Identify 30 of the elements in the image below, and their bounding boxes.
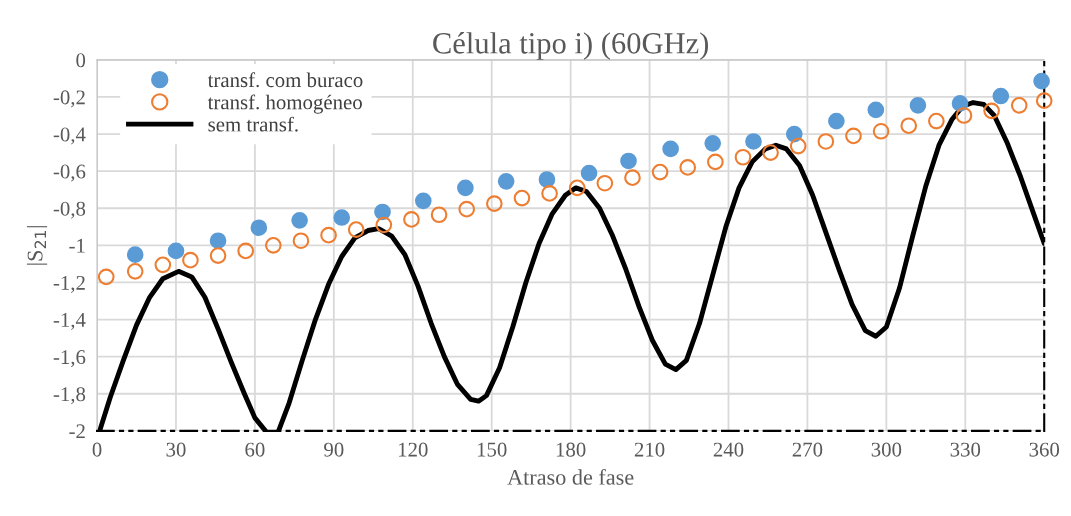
y-tick-label: -1,6	[53, 350, 86, 368]
legend-label: transf. com buraco	[207, 72, 363, 88]
x-tick-label: 150	[477, 442, 507, 457]
y-tick-label: -1	[69, 238, 85, 253]
y-tick-label: -0,4	[53, 127, 86, 145]
x-tick-label: 330	[950, 442, 981, 457]
y-axis-title: |S$_{21}$|	[26, 226, 48, 265]
x-tick-label: 210	[634, 442, 665, 457]
x-tick-label: 360	[1029, 442, 1060, 457]
y-tick-label: 0	[76, 53, 86, 68]
y-tick-label: -1,4	[53, 313, 86, 330]
x-tick-label: 120	[398, 442, 428, 457]
x-tick-label: 240	[713, 442, 744, 457]
y-tick-label: -0,2	[53, 90, 85, 108]
x-tick-label: 0	[92, 442, 102, 457]
chart-title: Célula tipo i) (60GHz)	[433, 32, 709, 60]
x-tick-label: 180	[556, 442, 586, 457]
y-tick-label: -0,6	[53, 164, 86, 182]
x-tick-label: 30	[166, 442, 186, 457]
y-tick-label: -1,2	[53, 275, 85, 293]
y-tick-label: -1,8	[53, 387, 86, 405]
x-tick-label: 60	[245, 442, 265, 457]
legend-label: sem transf.	[208, 116, 298, 132]
x-axis-title: Atraso de fase	[507, 468, 634, 485]
legend-label: transf. homogéneo	[207, 94, 362, 114]
x-tick-label: 90	[324, 442, 344, 457]
x-tick-label: 300	[871, 442, 902, 457]
y-tick-label: -2	[69, 424, 85, 439]
x-tick-label: 270	[792, 442, 823, 457]
y-tick-label: -0,8	[53, 201, 86, 219]
